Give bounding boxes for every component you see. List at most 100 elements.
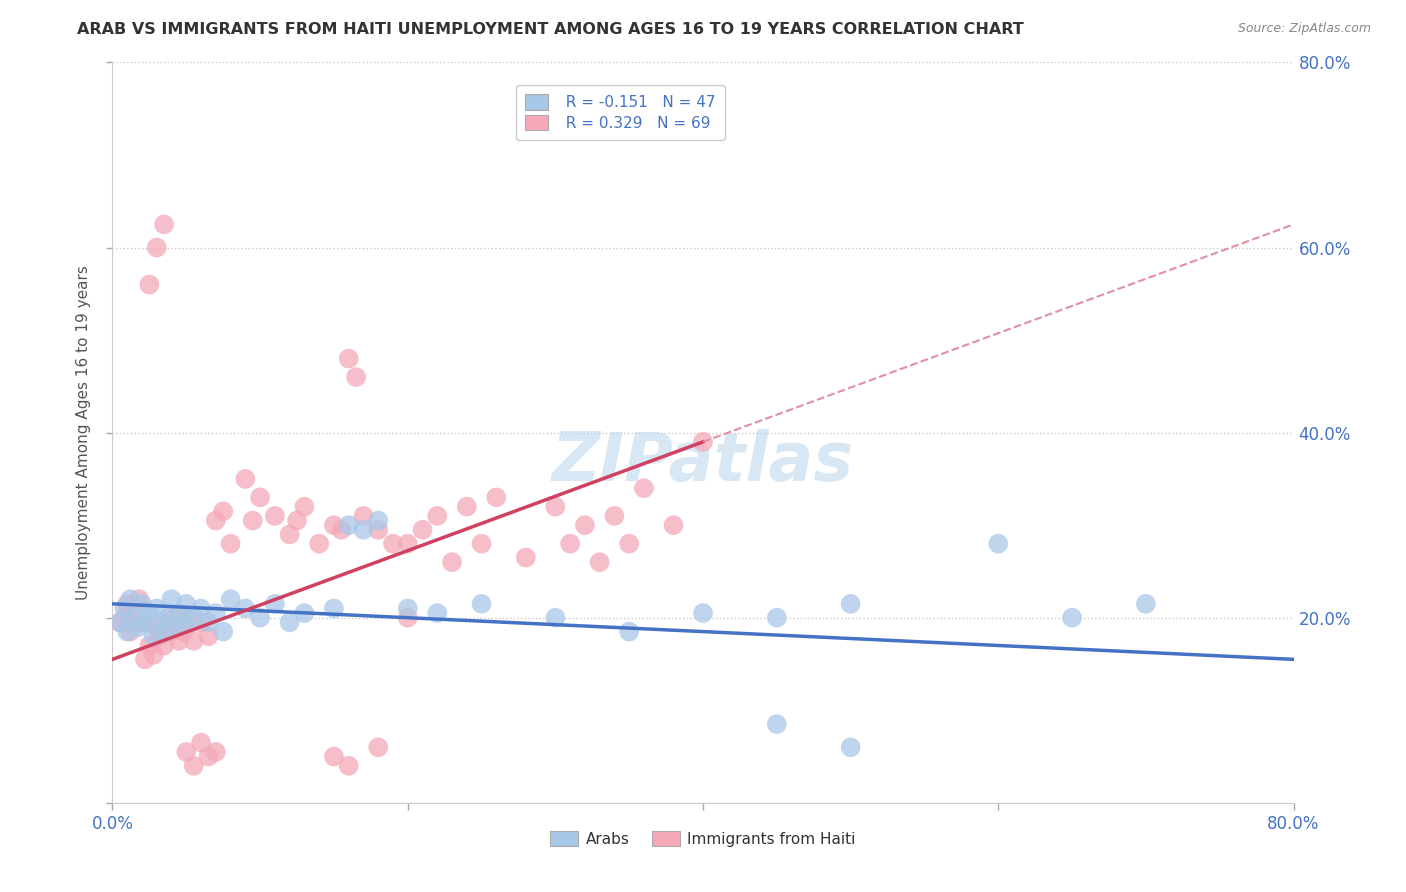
Point [108,615,131,630]
Point [692,434,714,449]
Point [212,624,235,639]
Point [352,523,374,537]
Point [619,536,641,550]
Point [138,639,160,653]
Point [987,536,1010,550]
Text: ZIPatlas: ZIPatlas [553,429,853,495]
Point [1062,610,1084,624]
Point [308,536,330,550]
Point [292,606,315,620]
Point [588,555,610,569]
Point [183,633,205,648]
Point [163,610,186,624]
Point [163,620,186,634]
Point [120,592,142,607]
Point [205,514,228,528]
Point [128,620,150,634]
Point [323,749,346,764]
Point [172,624,194,639]
Point [323,518,346,533]
Point [134,615,156,630]
Point [692,606,714,620]
Point [574,518,596,533]
Point [242,514,264,528]
Point [264,597,287,611]
Point [323,601,346,615]
Point [411,523,433,537]
Point [344,370,367,384]
Point [441,555,464,569]
Point [117,597,138,611]
Point [766,717,789,731]
Point [544,500,567,514]
Point [120,624,142,639]
Point [766,610,789,624]
Point [174,610,197,624]
Point [470,536,494,550]
Point [839,597,862,611]
Point [124,610,146,624]
Point [515,550,537,565]
Point [426,508,449,523]
Point [167,606,190,620]
Point [142,629,165,643]
Point [633,481,655,495]
Point [278,527,301,541]
Point [149,615,172,630]
Point [219,592,242,607]
Point [278,615,301,630]
Legend: Arabs, Immigrants from Haiti: Arabs, Immigrants from Haiti [543,823,863,855]
Point [153,639,176,653]
Point [183,758,205,772]
Point [172,615,194,630]
Point [485,491,508,505]
Point [205,606,228,620]
Point [190,615,212,630]
Point [249,610,271,624]
Point [249,491,271,505]
Point [396,610,419,624]
Point [367,740,389,755]
Point [190,736,212,750]
Point [352,508,374,523]
Point [128,592,150,607]
Point [174,745,197,759]
Point [470,597,494,611]
Point [396,536,419,550]
Point [149,629,172,643]
Point [112,610,135,624]
Point [337,351,360,366]
Point [456,500,478,514]
Point [264,508,287,523]
Point [337,758,360,772]
Point [619,624,641,639]
Point [153,218,176,232]
Point [603,508,626,523]
Point [134,652,156,666]
Point [212,504,235,518]
Point [157,615,180,630]
Point [153,624,176,639]
Point [233,472,256,486]
Point [146,601,169,615]
Point [146,620,169,634]
Point [117,624,138,639]
Point [112,601,135,615]
Point [197,629,219,643]
Point [197,749,219,764]
Point [160,624,183,639]
Point [108,615,131,630]
Point [544,610,567,624]
Point [382,536,405,550]
Point [205,745,228,759]
Point [157,610,180,624]
Point [337,518,360,533]
Point [367,523,389,537]
Point [197,615,219,630]
Point [167,633,190,648]
Point [367,514,389,528]
Point [285,514,308,528]
Point [142,648,165,662]
Point [330,523,353,537]
Point [183,610,205,624]
